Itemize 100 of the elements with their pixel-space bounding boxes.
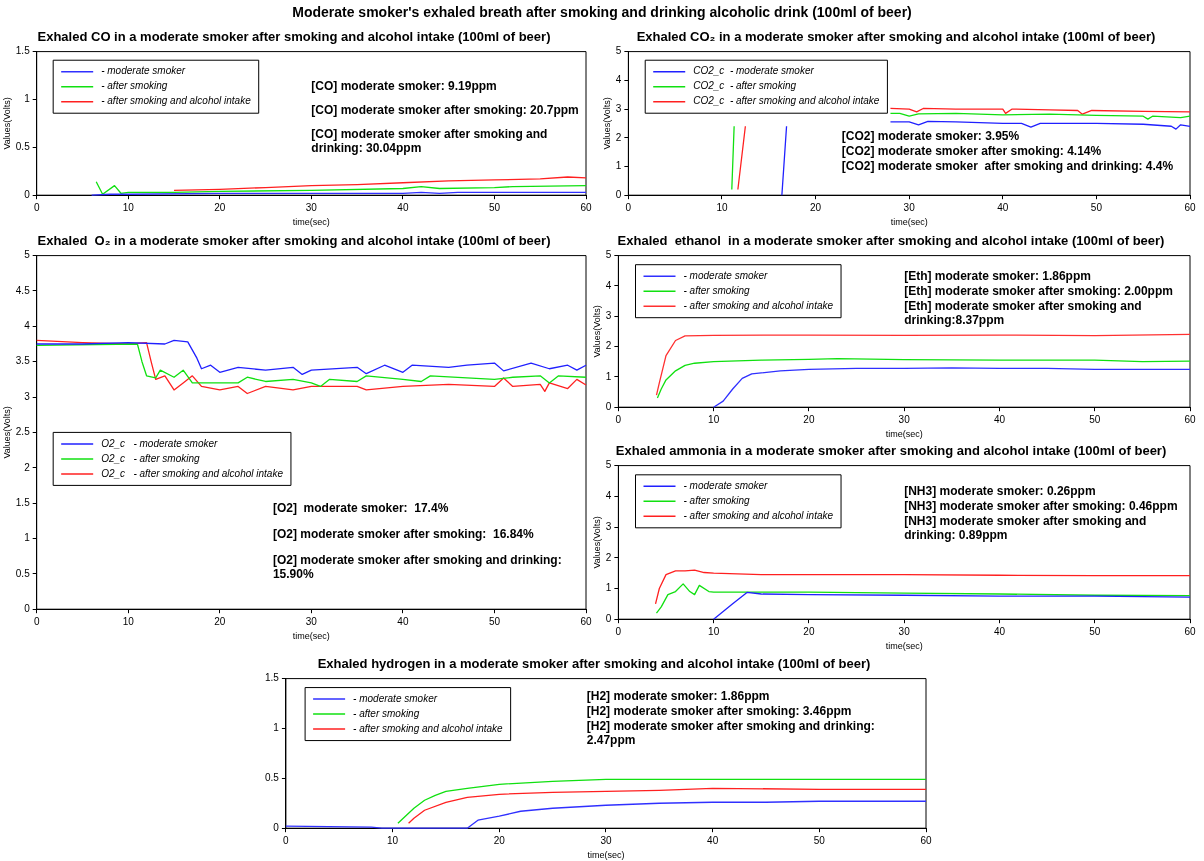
x-axis-title: time(sec): [587, 850, 625, 861]
y-tick-label: 0: [615, 188, 622, 200]
annotation: [CO] moderate smoker: 9.19ppm: [311, 78, 497, 93]
y-tick-label: 0: [273, 821, 280, 833]
y-tick-label: 0.5: [15, 141, 31, 153]
y-tick-label: 3: [24, 390, 31, 402]
legend-label: CO2_c - moderate smoker: [693, 65, 815, 77]
legend-label: - moderate smoker: [683, 269, 769, 281]
x-tick-label: 40: [397, 201, 409, 213]
legend-label: O2_c - moderate smoker: [101, 437, 218, 449]
annotation: [H2] moderate smoker after smoking: 3.46ppm: [586, 703, 852, 718]
y-tick-label: 1: [24, 532, 31, 544]
legend-label: CO2_c - after smoking: [693, 80, 797, 92]
annotation: [Eth] moderate smoker after smoking: 2.00ppm: [904, 284, 1173, 299]
y-tick-label: 4.5: [15, 284, 31, 296]
chart-title: Exhaled CO in a moderate smoker after smoking and alcohol intake (100ml of beer): [37, 29, 551, 45]
y-tick-label: 2.5: [15, 426, 31, 438]
x-tick-label: 20: [810, 201, 822, 213]
annotation: [CO] moderate smoker after smoking and drinking: 30.04ppm: [311, 126, 548, 155]
x-tick-label: 40: [997, 201, 1009, 213]
annotation: [NH3] moderate smoker after smoking: 0.46ppm: [904, 498, 1178, 513]
y-axis-title: Values(Volts): [601, 97, 612, 150]
x-axis-title: time(sec): [890, 217, 928, 228]
chart-title: Exhaled ammonia in a moderate smoker after smoking and alcohol intake (100ml of beer): [615, 443, 1167, 459]
y-axis-title: Values(Volts): [591, 305, 602, 358]
legend-label: - after smoking: [683, 284, 751, 296]
x-tick-label: 10: [716, 201, 728, 213]
legend-label: - moderate smoker: [101, 65, 186, 77]
y-tick-label: 1: [273, 722, 280, 734]
y-tick-label: 0.5: [15, 567, 31, 579]
legend-label: - after smoking: [101, 80, 168, 92]
legend-label: - after smoking and alcohol intake: [683, 510, 834, 522]
annotation: [CO2] moderate smoker: 3.95%: [841, 128, 1020, 143]
y-tick-label: 1: [24, 93, 31, 105]
x-tick-label: 40: [993, 625, 1006, 637]
legend-label: O2_c - after smoking: [101, 452, 200, 464]
x-tick-label: 60: [1184, 413, 1196, 425]
legend-label: - moderate smoker: [683, 480, 769, 492]
y-tick-label: 5: [615, 45, 622, 57]
y-tick-label: 5: [24, 249, 31, 261]
x-tick-label: 0: [625, 201, 632, 213]
annotation: [O2] moderate smoker after smoking: 16.84%: [272, 527, 534, 542]
x-axis-title: time(sec): [292, 631, 330, 642]
y-tick-label: 5: [605, 459, 612, 471]
x-tick-label: 30: [600, 834, 612, 846]
x-tick-label: 60: [1184, 201, 1196, 213]
x-tick-label: 40: [993, 413, 1006, 425]
x-tick-label: 30: [903, 201, 916, 213]
y-axis-title: Values(Volts): [1, 406, 12, 459]
chart-title: Exhaled hydrogen in a moderate smoker after smoking and alcohol intake (100ml of beer): [317, 656, 871, 672]
annotation: [CO2] moderate smoker after smoking: 4.14%: [841, 143, 1102, 158]
x-tick-label: 30: [305, 615, 318, 627]
x-axis-title: time(sec): [885, 641, 923, 652]
x-tick-label: 50: [1089, 413, 1101, 425]
y-axis-title: Values(Volts): [591, 516, 602, 569]
y-tick-label: 0: [24, 188, 31, 200]
y-tick-label: 4: [615, 74, 622, 86]
x-tick-label: 30: [305, 201, 318, 213]
annotation: [O2] moderate smoker: 17.4%: [272, 501, 449, 516]
y-tick-label: 0.5: [265, 772, 280, 784]
x-tick-label: 20: [803, 625, 815, 637]
x-tick-label: 0: [33, 201, 40, 213]
y-tick-label: 3: [605, 309, 612, 321]
x-tick-label: 30: [898, 413, 911, 425]
y-tick-label: 0: [605, 400, 612, 412]
y-tick-label: 1: [615, 160, 622, 172]
annotation: [O2] moderate smoker after smoking and drinking: 15.90%: [272, 553, 562, 582]
x-tick-label: 40: [707, 834, 719, 846]
y-tick-label: 4: [605, 490, 612, 502]
x-tick-label: 60: [580, 201, 592, 213]
y-tick-label: 2: [605, 340, 612, 352]
x-tick-label: 0: [33, 615, 40, 627]
y-tick-label: 3: [615, 102, 622, 114]
x-tick-label: 10: [387, 834, 399, 846]
y-tick-label: 3.5: [15, 355, 31, 367]
x-tick-label: 60: [920, 834, 932, 846]
annotation: [NH3] moderate smoker: 0.26ppm: [904, 483, 1096, 498]
x-axis-title: time(sec): [292, 217, 330, 228]
y-tick-label: 0: [24, 602, 31, 614]
y-tick-label: 4: [605, 279, 612, 291]
annotation: [CO] moderate smoker after smoking: 20.7ppm: [311, 102, 579, 117]
y-tick-label: 2: [605, 551, 612, 563]
legend-label: - after smoking: [353, 707, 420, 719]
legend-label: - after smoking and alcohol intake: [101, 95, 252, 107]
y-tick-label: 1: [605, 370, 612, 382]
y-tick-label: 4: [24, 320, 31, 332]
y-tick-label: 5: [605, 249, 612, 261]
chart-title: Exhaled O₂ in a moderate smoker after smoking and alcohol intake (100ml of beer): [37, 233, 551, 249]
y-tick-label: 2: [24, 461, 31, 473]
x-tick-label: 20: [214, 201, 226, 213]
x-tick-label: 40: [397, 615, 409, 627]
x-tick-label: 10: [708, 625, 720, 637]
legend-label: - after smoking and alcohol intake: [353, 722, 504, 734]
x-tick-label: 20: [493, 834, 506, 846]
x-tick-label: 10: [122, 615, 135, 627]
x-tick-label: 10: [122, 201, 135, 213]
annotation: [NH3] moderate smoker after smoking and drinking: 0.89ppm: [904, 513, 1147, 542]
y-tick-label: 2: [615, 131, 622, 143]
x-tick-label: 50: [488, 201, 501, 213]
annotation: [H2] moderate smoker after smoking and drinking: 2.47ppm: [586, 718, 875, 747]
